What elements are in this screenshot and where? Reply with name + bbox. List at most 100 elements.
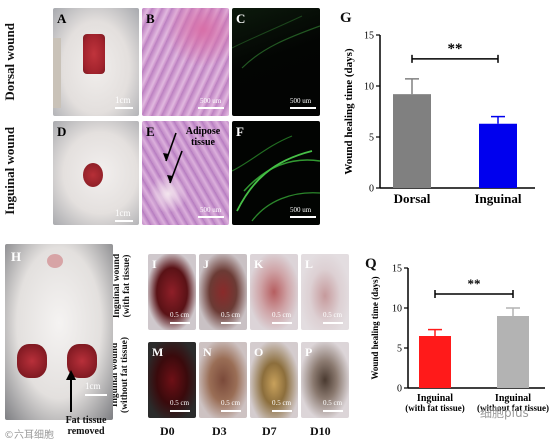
scale-bar-i <box>170 322 190 324</box>
panel-label-n: N <box>203 345 212 359</box>
scale-bar-d <box>115 220 133 222</box>
scale-text-m: 0.5 cm <box>170 399 190 407</box>
panel-label-b: B <box>146 11 155 26</box>
panel-m-photo: M 0.5 cm <box>148 342 196 418</box>
panel-f-fluorescence: F 500 um <box>232 121 320 225</box>
scale-text-f: 500 um <box>290 206 312 214</box>
scale-bar-a <box>115 107 133 109</box>
scale-text-a: 1cm <box>115 95 131 105</box>
x-category-label: (without fat tissue) <box>477 403 549 413</box>
panel-k-photo: K 0.5 cm <box>250 254 298 330</box>
scale-bar-n <box>221 410 241 412</box>
x-category-label: Inguinal <box>417 393 453 404</box>
panel-p-photo: P 0.5 cm <box>301 342 349 418</box>
scale-text-i: 0.5 cm <box>170 311 190 319</box>
scale-text-j: 0.5 cm <box>221 311 241 319</box>
scale-text-b: 500 um <box>200 97 222 105</box>
adipose-arrows <box>163 132 183 184</box>
panel-label-k: K <box>254 257 264 271</box>
scale-bar-e <box>198 216 224 218</box>
y-tick-label: 0 <box>369 184 374 195</box>
panel-label-c: C <box>236 11 246 26</box>
y-tick-label: 10 <box>392 304 402 315</box>
bar <box>393 94 431 188</box>
scale-bar-k <box>272 322 292 324</box>
y-tick-label: 5 <box>369 133 374 144</box>
panel-label-a: A <box>57 11 67 26</box>
fluorescence-fibers-c <box>232 15 320 69</box>
panel-o-photo: O 0.5 cm <box>250 342 298 418</box>
scale-text-e: 500 um <box>200 206 222 214</box>
panel-j-photo: J 0.5 cm <box>199 254 247 330</box>
scale-text-o: 0.5 cm <box>272 399 292 407</box>
y-tick-label: 0 <box>397 384 402 395</box>
panel-label-i: I <box>152 257 157 271</box>
panel-label-q: Q <box>365 256 377 272</box>
panel-label-e: E <box>146 124 155 139</box>
panel-label-h: H <box>11 249 22 264</box>
x-category-label: Inguinal <box>475 191 522 206</box>
x-category-label: (with fat tissue) <box>405 403 465 413</box>
panel-label-m: M <box>152 345 164 359</box>
annotation-adipose: Adipose tissue <box>185 126 221 148</box>
ruler-strip <box>53 38 61 108</box>
scale-bar-b <box>198 107 224 109</box>
panel-label-g: G <box>340 10 352 26</box>
x-category-label: Inguinal <box>495 393 531 404</box>
y-tick-label: 15 <box>392 264 402 275</box>
panel-b-histology: B 500 um <box>142 8 229 116</box>
inguinal-wound-left <box>17 344 47 378</box>
inguinal-wound-d <box>83 163 103 187</box>
scale-bar-l <box>323 322 343 324</box>
scale-bar-o <box>272 410 292 412</box>
day-label-d0: D0 <box>160 424 175 438</box>
row-label-dorsal: Dorsal wound <box>2 22 18 101</box>
bar <box>419 336 451 388</box>
scale-text-c: 500 um <box>290 97 312 105</box>
panel-i-photo: I 0.5 cm <box>148 254 196 330</box>
scale-bar-m <box>170 410 190 412</box>
y-axis-title: Wound healing time (days) <box>370 276 380 379</box>
scale-text-h: 1cm <box>85 381 101 391</box>
panel-c-fluorescence: C 500 um <box>232 8 320 116</box>
scale-text-n: 0.5 cm <box>221 399 241 407</box>
y-tick-label: 5 <box>397 344 402 355</box>
watermark-right: 细胞plus <box>480 406 529 420</box>
day-label-d3: D3 <box>212 424 227 438</box>
panel-n-photo: N 0.5 cm <box>199 342 247 418</box>
panel-label-f: F <box>236 124 244 139</box>
panel-label-l: L <box>305 257 314 271</box>
chart-g: 0 5 10 15 Wound healing time (days) Dorsal Ing… <box>343 31 535 206</box>
panel-label-o: O <box>254 345 264 359</box>
panel-e-histology: Adipose tissue E 500 um <box>142 121 229 225</box>
scale-bar-c <box>290 107 316 109</box>
panel-l-photo: L 0.5 cm <box>301 254 349 330</box>
annotation-fat-removed: Fat tissue removed <box>65 415 107 437</box>
scale-bar-p <box>323 410 343 412</box>
day-label-d10: D10 <box>310 424 331 438</box>
scale-text-d: 1cm <box>115 208 131 218</box>
y-tick-label: 15 <box>364 31 374 42</box>
significance-marker: ** <box>448 41 463 57</box>
bar <box>497 316 529 388</box>
panel-h-photo: H 1cm <box>5 244 113 420</box>
row-label-inguinal: Inguinal wound <box>2 126 18 215</box>
y-tick-label: 10 <box>364 82 374 93</box>
bar <box>479 123 517 188</box>
scale-text-l: 0.5 cm <box>323 311 343 319</box>
panel-a-photo: A 1cm <box>53 8 139 116</box>
scale-bar-f <box>290 216 316 218</box>
scale-text-k: 0.5 cm <box>272 311 292 319</box>
significance-marker: ** <box>468 276 481 291</box>
scale-text-p: 0.5 cm <box>323 399 343 407</box>
fat-removed-arrow <box>66 370 76 412</box>
fluorescence-fibers-f <box>232 135 320 222</box>
panel-label-d: D <box>57 124 67 139</box>
panel-label-p: P <box>305 345 313 359</box>
day-label-d7: D7 <box>262 424 277 438</box>
dorsal-wound <box>83 34 105 74</box>
mouse-nose <box>47 254 63 268</box>
scale-bar-h <box>85 394 107 396</box>
row-label-with-fat: Inguinal wound (with fat tissue) <box>112 253 132 319</box>
